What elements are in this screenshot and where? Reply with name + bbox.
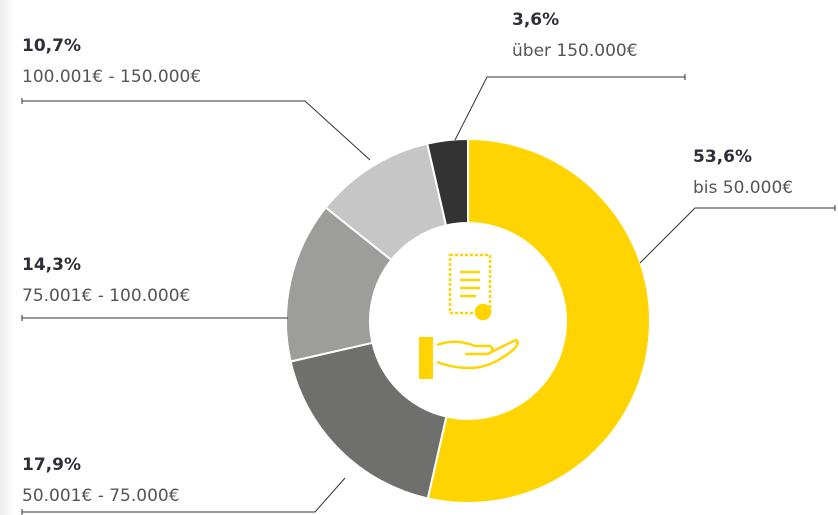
value-label: 14,3%	[22, 255, 81, 275]
leader-line	[22, 100, 371, 161]
leader-line	[454, 76, 685, 141]
category-label: 50.001€ - 75.000€	[22, 486, 180, 506]
donut-hole	[370, 223, 566, 419]
edge-shade	[0, 0, 14, 515]
value-label: 17,9%	[22, 455, 81, 475]
category-label: 100.001€ - 150.000€	[22, 67, 201, 87]
value-label: 10,7%	[22, 36, 81, 56]
labels: 53,6% bis 50.000€ 17,9% 50.001€ - 75.000€ 14…	[21, 10, 836, 515]
category-label: 75.001€ - 100.000€	[22, 286, 190, 306]
center-icon	[419, 253, 519, 379]
leader-line	[22, 477, 346, 513]
category-label: über 150.000€	[512, 41, 638, 61]
value-label: 53,6%	[693, 147, 752, 167]
donut	[285, 137, 651, 504]
value-label: 3,6%	[512, 10, 559, 30]
category-label: bis 50.000€	[693, 178, 793, 198]
leader-line	[639, 207, 835, 264]
